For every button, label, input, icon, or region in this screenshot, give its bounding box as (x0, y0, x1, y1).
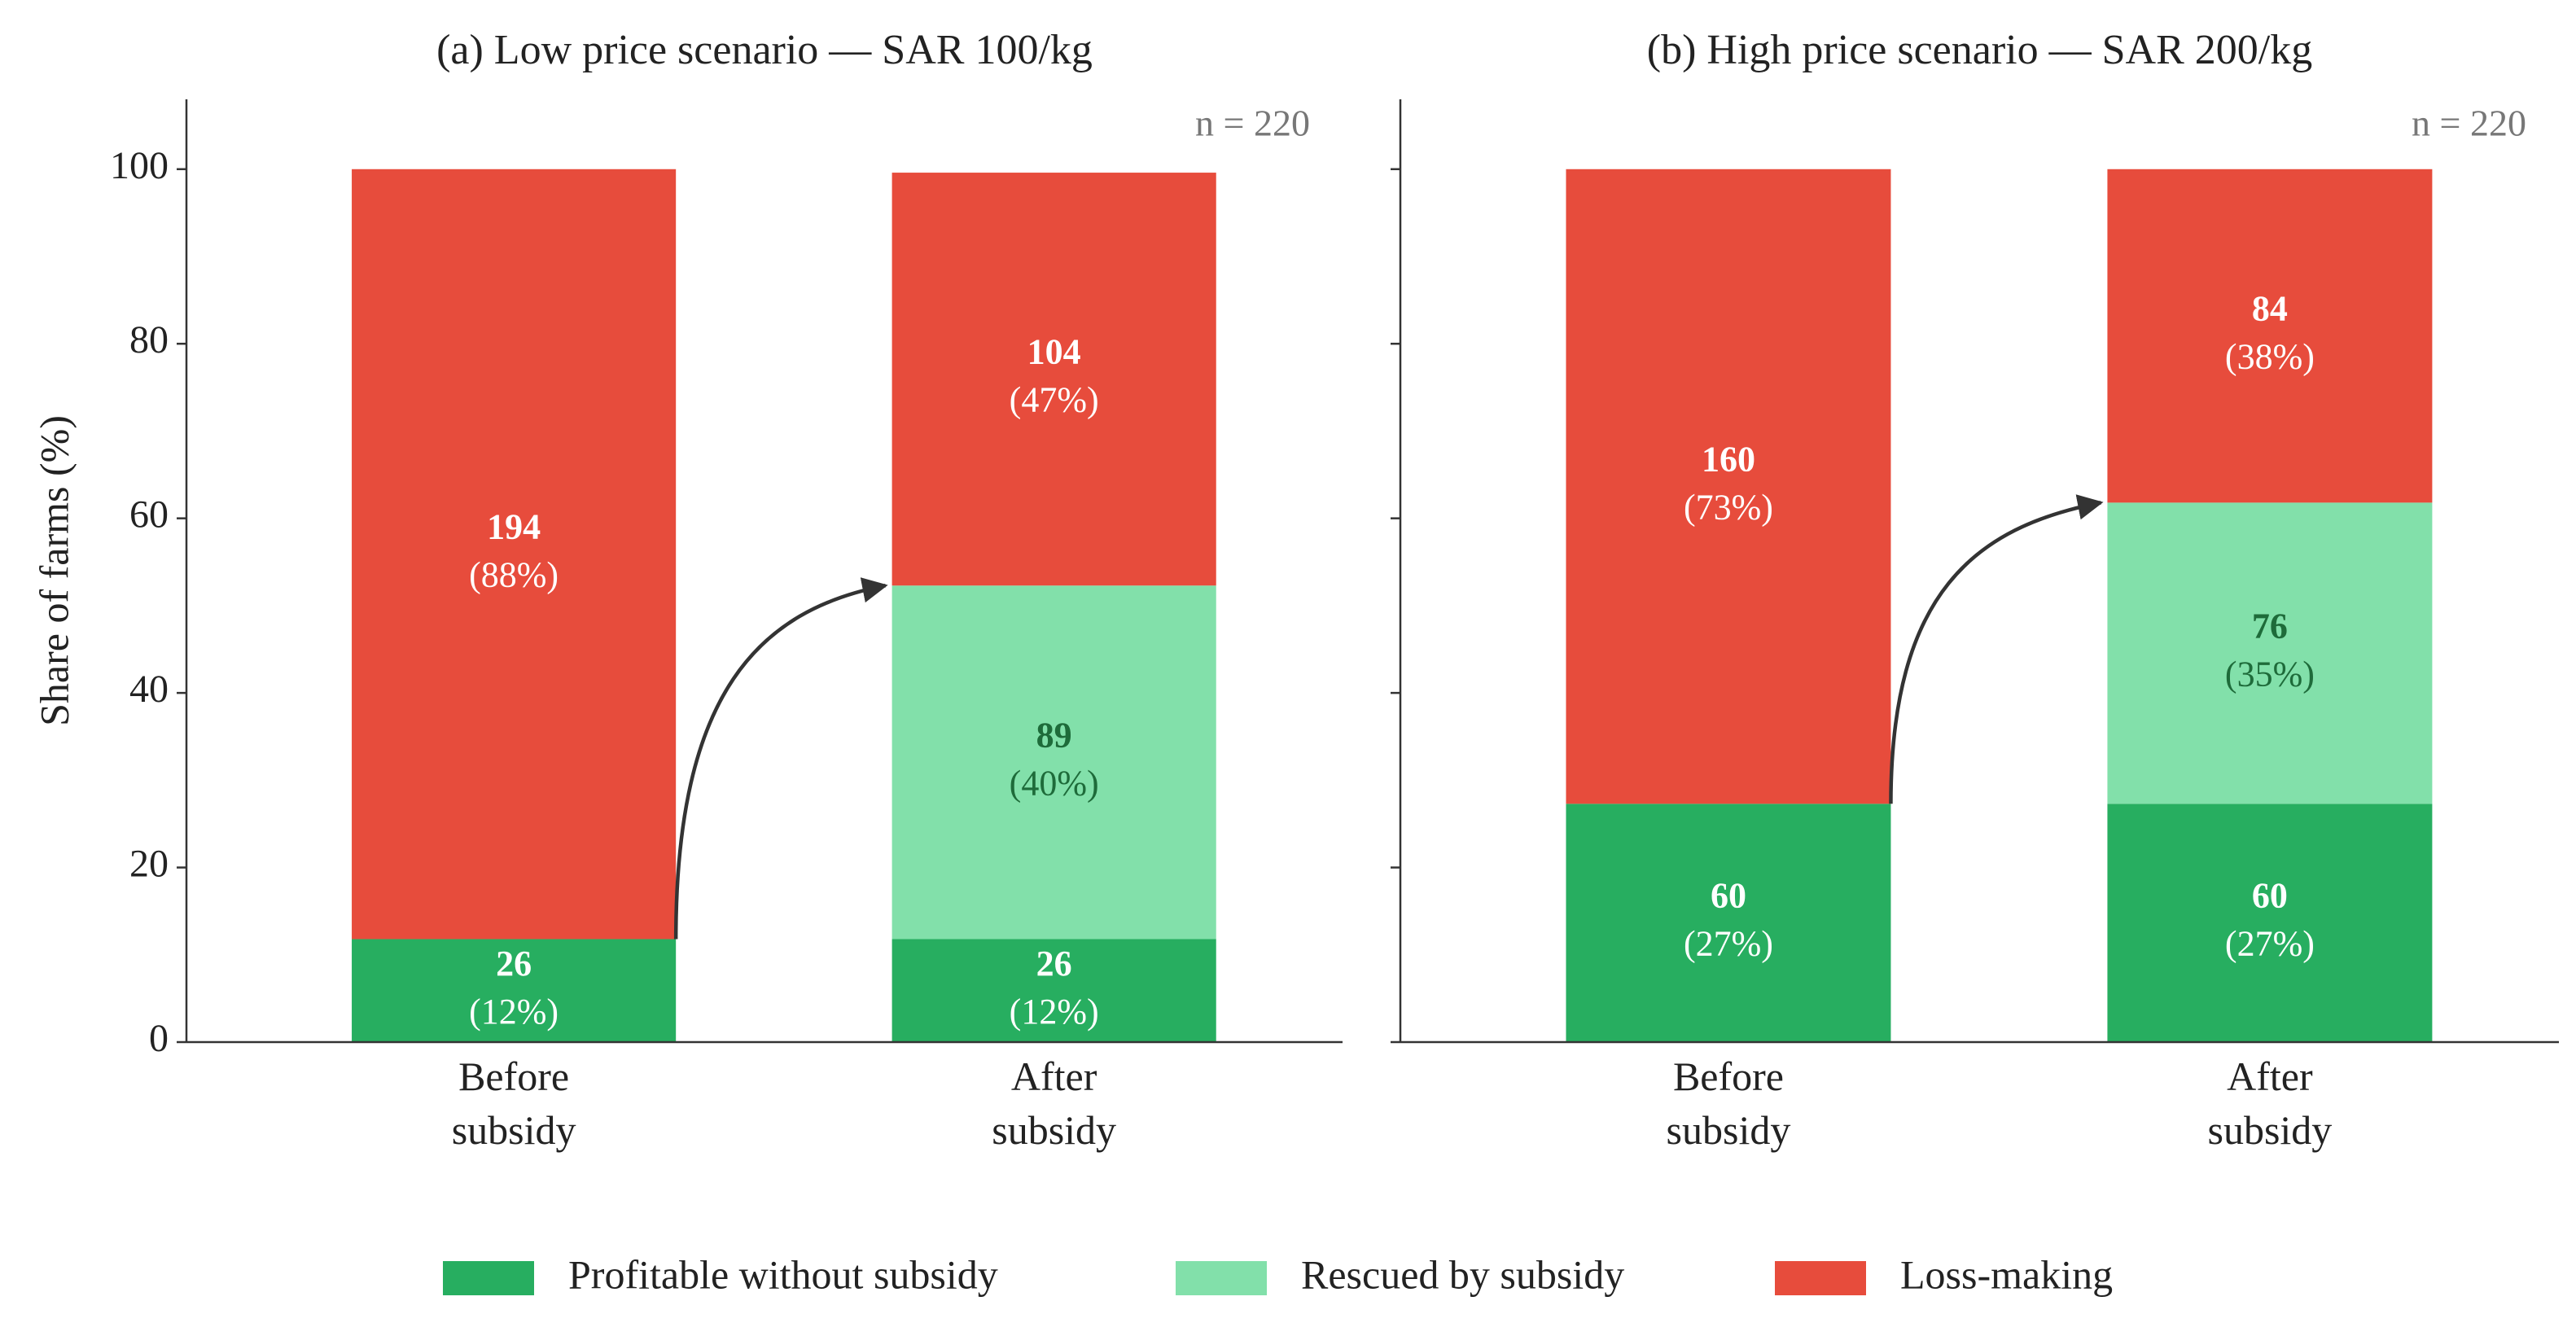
legend-swatch (443, 1261, 534, 1295)
legend-label: Loss-making (1900, 1251, 2113, 1297)
segment-count: 104 (1027, 332, 1081, 372)
y-tick-label: 80 (129, 318, 169, 361)
segment-label: (38%) (2225, 337, 2315, 377)
transition-arrow (673, 577, 888, 940)
segment-count: 84 (2252, 289, 2288, 329)
bar-segment (2107, 502, 2433, 804)
x-tick-label: After subsidy (2208, 1053, 2333, 1153)
y-axis-label: Share of farms (%) (31, 415, 77, 726)
bar-segment (352, 939, 677, 1042)
segment-count: 160 (1702, 440, 1755, 480)
bar-segment (352, 169, 677, 940)
segment-count: 60 (1711, 876, 1746, 916)
segment-label: (73%) (1684, 488, 1773, 528)
legend-swatch (1775, 1261, 1866, 1295)
legend-label: Rescued by subsidy (1301, 1251, 1624, 1297)
bar-segment (2107, 804, 2433, 1042)
transition-arrow (1889, 494, 2104, 804)
segment-count: 89 (1036, 715, 1072, 755)
y-tick-label: 20 (129, 843, 169, 886)
bar-segment (892, 939, 1216, 1042)
bar-segment (892, 585, 1216, 940)
x-tick-label: After subsidy (992, 1053, 1116, 1153)
segment-label: (12%) (469, 992, 559, 1032)
y-tick-label: 60 (129, 493, 169, 537)
segment-count: 76 (2252, 606, 2288, 646)
x-tick-label: Before subsidy (452, 1053, 576, 1153)
segment-label: (88%) (469, 555, 559, 595)
bar-segment (2107, 169, 2433, 503)
segment-label: (40%) (1010, 763, 1099, 803)
panel-title: (a) Low price scenario — SAR 100/kg (436, 27, 1093, 73)
segment-label: (27%) (2225, 924, 2315, 964)
legend-swatch (1176, 1261, 1267, 1295)
bar-segment (1566, 804, 1891, 1042)
y-tick-label: 40 (129, 668, 169, 711)
segment-label: (47%) (1010, 380, 1099, 420)
y-tick-label: 100 (110, 144, 169, 187)
segment-label: (12%) (1010, 992, 1099, 1032)
annotation: n = 220 (2412, 103, 2526, 144)
segment-count: 60 (2252, 876, 2288, 916)
segment-count: 26 (1036, 944, 1072, 983)
segment-label: (35%) (2225, 654, 2315, 694)
x-tick-label: Before subsidy (1667, 1053, 1791, 1153)
segment-count: 194 (487, 507, 541, 547)
bar-segment (1566, 169, 1891, 804)
legend-label: Profitable without subsidy (568, 1251, 998, 1297)
bar-segment (892, 173, 1216, 586)
segment-count: 26 (496, 944, 532, 983)
annotation: n = 220 (1195, 103, 1310, 144)
panel-title: (b) High price scenario — SAR 200/kg (1647, 27, 2312, 73)
segment-label: (27%) (1684, 924, 1773, 964)
y-tick-label: 0 (149, 1017, 169, 1060)
